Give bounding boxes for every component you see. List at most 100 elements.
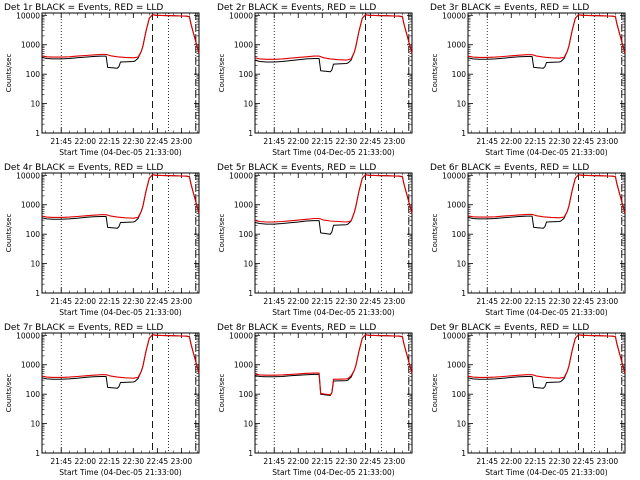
y-tick-label: 1	[461, 129, 466, 138]
x-tick-label: 22:15	[524, 457, 546, 466]
y-axis-label: Counts/sec	[5, 214, 13, 253]
y-tick-label: 10	[456, 100, 466, 109]
events-series-line	[254, 334, 413, 396]
y-tick-label: 1000	[234, 41, 253, 50]
y-tick-label: 100	[452, 390, 467, 399]
x-tick-label: 22:30	[336, 297, 358, 306]
y-tick-label: 1	[248, 289, 253, 298]
x-tick-label: 22:00	[287, 297, 309, 306]
events-series-line	[254, 14, 413, 73]
x-tick-label: 22:30	[123, 297, 145, 306]
events-series-line	[41, 174, 200, 229]
y-tick-label: 10000	[16, 11, 40, 20]
y-tick-label: 1000	[21, 361, 40, 370]
lld-series-line	[254, 14, 413, 61]
x-tick-label: 22:00	[74, 137, 96, 146]
panel-2: Det 2r BLACK = Events, RED = LLD Counts/s…	[217, 3, 413, 157]
panel-5: Det 5r BLACK = Events, RED = LLD Counts/s…	[217, 163, 413, 317]
x-tick-label: 22:45	[573, 137, 595, 146]
x-axis-label: Start Time (04-Dec-05 21:33:00)	[59, 148, 181, 157]
y-tick-label: 100	[26, 70, 41, 79]
x-tick-label: 22:45	[573, 457, 595, 466]
x-tick-label: 22:30	[123, 457, 145, 466]
lld-series-line	[467, 174, 626, 219]
x-tick-label: 21:45	[476, 457, 498, 466]
y-tick-label: 1000	[21, 41, 40, 50]
x-tick-label: 23:00	[171, 457, 193, 466]
events-series-line	[254, 174, 413, 235]
x-tick-label: 21:45	[50, 297, 72, 306]
y-tick-label: 1	[248, 129, 253, 138]
y-tick-label: 10000	[229, 331, 253, 340]
y-tick-label: 100	[239, 230, 254, 239]
x-tick-label: 22:15	[524, 297, 546, 306]
y-tick-label: 100	[452, 230, 467, 239]
y-tick-label: 100	[26, 390, 41, 399]
x-axis-label: Start Time (04-Dec-05 21:33:00)	[485, 308, 607, 317]
y-tick-label: 10	[243, 100, 253, 109]
x-tick-label: 22:45	[147, 137, 169, 146]
y-axis-label: Counts/sec	[431, 54, 439, 93]
x-tick-label: 22:15	[524, 137, 546, 146]
x-tick-label: 21:45	[263, 137, 285, 146]
panel-3: Det 3r BLACK = Events, RED = LLD Counts/s…	[430, 3, 626, 157]
panel-6: Det 6r BLACK = Events, RED = LLD Counts/s…	[430, 163, 626, 317]
x-tick-label: 23:00	[384, 137, 406, 146]
y-tick-label: 1	[35, 289, 40, 298]
y-tick-label: 1	[461, 289, 466, 298]
x-tick-label: 22:45	[360, 137, 382, 146]
x-axis-label: Start Time (04-Dec-05 21:33:00)	[272, 468, 394, 477]
y-tick-label: 10	[30, 260, 40, 269]
y-tick-label: 100	[452, 70, 467, 79]
panel-8: Det 8r BLACK = Events, RED = LLD Counts/s…	[217, 323, 413, 477]
x-tick-label: 21:45	[263, 297, 285, 306]
y-tick-label: 1000	[234, 201, 253, 210]
events-series-line	[467, 174, 626, 229]
panel-title: Det 7r BLACK = Events, RED = LLD	[4, 323, 163, 333]
x-tick-label: 22:00	[500, 297, 522, 306]
x-tick-label: 22:15	[311, 297, 333, 306]
x-tick-label: 22:00	[500, 457, 522, 466]
x-tick-label: 23:00	[384, 297, 406, 306]
y-axis-label: Counts/sec	[431, 214, 439, 253]
plot-frame	[41, 332, 200, 454]
y-tick-label: 10	[456, 420, 466, 429]
y-axis-label: Counts/sec	[218, 54, 226, 93]
panel-title: Det 4r BLACK = Events, RED = LLD	[4, 163, 163, 173]
x-tick-label: 22:45	[573, 297, 595, 306]
plot-frame	[467, 332, 626, 454]
x-tick-label: 22:15	[311, 457, 333, 466]
lld-series-line	[41, 14, 200, 59]
x-tick-label: 22:00	[74, 457, 96, 466]
y-axis-label: Counts/sec	[5, 54, 13, 93]
panel-4: Det 4r BLACK = Events, RED = LLD Counts/s…	[4, 163, 200, 317]
y-tick-label: 100	[239, 70, 254, 79]
y-tick-label: 10	[243, 260, 253, 269]
y-tick-label: 10	[243, 420, 253, 429]
x-tick-label: 22:00	[287, 457, 309, 466]
plot-frame	[467, 12, 626, 134]
events-series-line	[41, 14, 200, 69]
y-tick-label: 10000	[16, 331, 40, 340]
plot-frame	[254, 332, 413, 454]
y-axis-label: Counts/sec	[5, 374, 13, 413]
panel-title: Det 2r BLACK = Events, RED = LLD	[217, 3, 376, 13]
x-axis-label: Start Time (04-Dec-05 21:33:00)	[272, 308, 394, 317]
lld-series-line	[254, 174, 413, 223]
x-tick-label: 22:30	[549, 137, 571, 146]
x-axis-label: Start Time (04-Dec-05 21:33:00)	[485, 468, 607, 477]
x-tick-label: 21:45	[50, 137, 72, 146]
y-tick-label: 10	[456, 260, 466, 269]
panel-title: Det 3r BLACK = Events, RED = LLD	[430, 3, 589, 13]
y-tick-label: 10	[30, 420, 40, 429]
y-tick-label: 10000	[442, 11, 466, 20]
lld-series-line	[467, 14, 626, 59]
y-tick-label: 1	[461, 449, 466, 458]
x-tick-label: 22:15	[311, 137, 333, 146]
y-tick-label: 1000	[21, 201, 40, 210]
x-tick-label: 23:00	[597, 137, 619, 146]
x-tick-label: 22:45	[147, 457, 169, 466]
x-tick-label: 22:00	[287, 137, 309, 146]
panel-title: Det 6r BLACK = Events, RED = LLD	[430, 163, 589, 173]
x-tick-label: 21:45	[50, 457, 72, 466]
